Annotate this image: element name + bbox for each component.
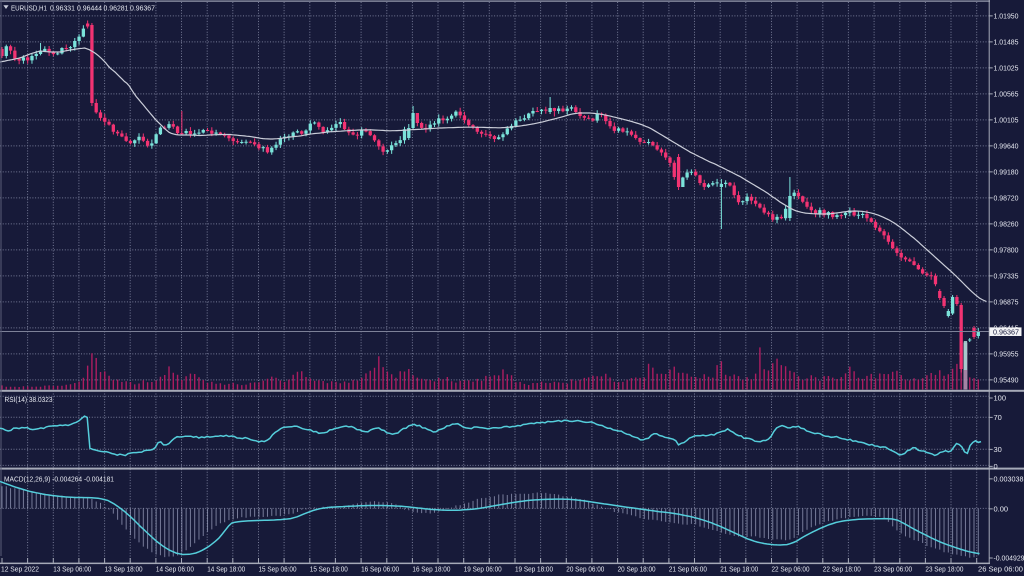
svg-text:1.00105: 1.00105 <box>994 116 1019 125</box>
svg-text:15 Sep 18:00: 15 Sep 18:00 <box>310 565 348 574</box>
svg-text:19 Sep 06:00: 19 Sep 06:00 <box>464 565 502 574</box>
svg-text:0.96875: 0.96875 <box>994 298 1019 307</box>
svg-text:0.96281: 0.96281 <box>104 4 129 13</box>
svg-text:1.01025: 1.01025 <box>994 64 1019 73</box>
svg-text:13 Sep 06:00: 13 Sep 06:00 <box>53 565 91 574</box>
svg-text:70: 70 <box>994 413 1002 422</box>
svg-text:12 Sep 2022: 12 Sep 2022 <box>1 565 39 574</box>
svg-text:0.00: 0.00 <box>994 505 1009 514</box>
svg-text:0.97800: 0.97800 <box>994 246 1019 255</box>
svg-text:21 Sep 06:00: 21 Sep 06:00 <box>669 565 707 574</box>
svg-text:0: 0 <box>994 462 998 471</box>
svg-text:0.003038: 0.003038 <box>994 475 1024 484</box>
svg-text:0.96331: 0.96331 <box>50 4 75 13</box>
svg-text:15 Sep 06:00: 15 Sep 06:00 <box>259 565 297 574</box>
svg-text:30: 30 <box>994 445 1002 454</box>
svg-text:19 Sep 18:00: 19 Sep 18:00 <box>515 565 553 574</box>
svg-text:13 Sep 18:00: 13 Sep 18:00 <box>105 565 143 574</box>
svg-text:21 Sep 18:00: 21 Sep 18:00 <box>720 565 758 574</box>
svg-text:1.00565: 1.00565 <box>994 90 1019 99</box>
svg-text:14 Sep 18:00: 14 Sep 18:00 <box>207 565 245 574</box>
svg-text:100: 100 <box>994 394 1007 403</box>
svg-text:20 Sep 18:00: 20 Sep 18:00 <box>618 565 656 574</box>
svg-text:0.97335: 0.97335 <box>994 272 1019 281</box>
svg-text:0.98720: 0.98720 <box>994 194 1019 203</box>
svg-text:0.96367: 0.96367 <box>993 327 1019 336</box>
svg-text:0.96444: 0.96444 <box>77 4 102 13</box>
svg-text:20 Sep 06:00: 20 Sep 06:00 <box>566 565 604 574</box>
svg-text:1.01485: 1.01485 <box>994 38 1019 47</box>
svg-text:14 Sep 06:00: 14 Sep 06:00 <box>156 565 194 574</box>
svg-text:0.99640: 0.99640 <box>994 142 1019 151</box>
svg-text:16 Sep 06:00: 16 Sep 06:00 <box>361 565 399 574</box>
svg-text:0.95490: 0.95490 <box>994 376 1019 385</box>
svg-text:RSI(14) 38.0323: RSI(14) 38.0323 <box>5 395 53 404</box>
svg-text:22 Sep 06:00: 22 Sep 06:00 <box>772 565 810 574</box>
svg-text:0.99180: 0.99180 <box>994 168 1019 177</box>
svg-text:MACD(12,26,9) -0.004264 -0.004: MACD(12,26,9) -0.004264 -0.004181 <box>4 475 114 484</box>
svg-text:22 Sep 18:00: 22 Sep 18:00 <box>823 565 861 574</box>
svg-text:23 Sep 18:00: 23 Sep 18:00 <box>925 565 963 574</box>
svg-text:0.96367: 0.96367 <box>130 4 155 13</box>
svg-text:0.98260: 0.98260 <box>994 220 1019 229</box>
svg-text:23 Sep 06:00: 23 Sep 06:00 <box>874 565 912 574</box>
svg-text:-0.004929: -0.004929 <box>994 554 1024 563</box>
svg-text:26 Sep 06:00: 26 Sep 06:00 <box>978 565 1023 574</box>
svg-text:16 Sep 18:00: 16 Sep 18:00 <box>412 565 450 574</box>
svg-text:EURUSD,H1: EURUSD,H1 <box>11 4 47 13</box>
svg-text:1.01950: 1.01950 <box>994 12 1019 21</box>
svg-text:0.95955: 0.95955 <box>994 350 1019 359</box>
